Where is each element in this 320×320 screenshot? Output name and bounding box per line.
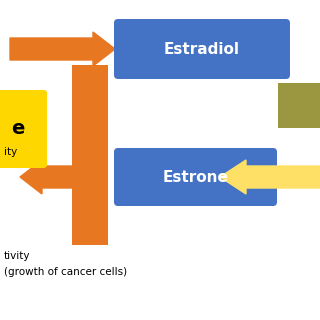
FancyBboxPatch shape <box>0 90 47 168</box>
Text: (growth of cancer cells): (growth of cancer cells) <box>4 267 127 277</box>
Text: tivity: tivity <box>4 251 30 261</box>
FancyArrow shape <box>220 160 320 194</box>
FancyBboxPatch shape <box>114 19 290 79</box>
FancyArrow shape <box>20 160 72 194</box>
FancyBboxPatch shape <box>114 148 277 206</box>
Bar <box>72 65 108 245</box>
Bar <box>278 83 320 128</box>
Text: Estradiol: Estradiol <box>164 42 240 57</box>
FancyArrow shape <box>10 32 115 66</box>
Text: ity: ity <box>4 147 17 157</box>
Text: e: e <box>11 119 25 139</box>
Text: Estrone: Estrone <box>163 170 228 185</box>
